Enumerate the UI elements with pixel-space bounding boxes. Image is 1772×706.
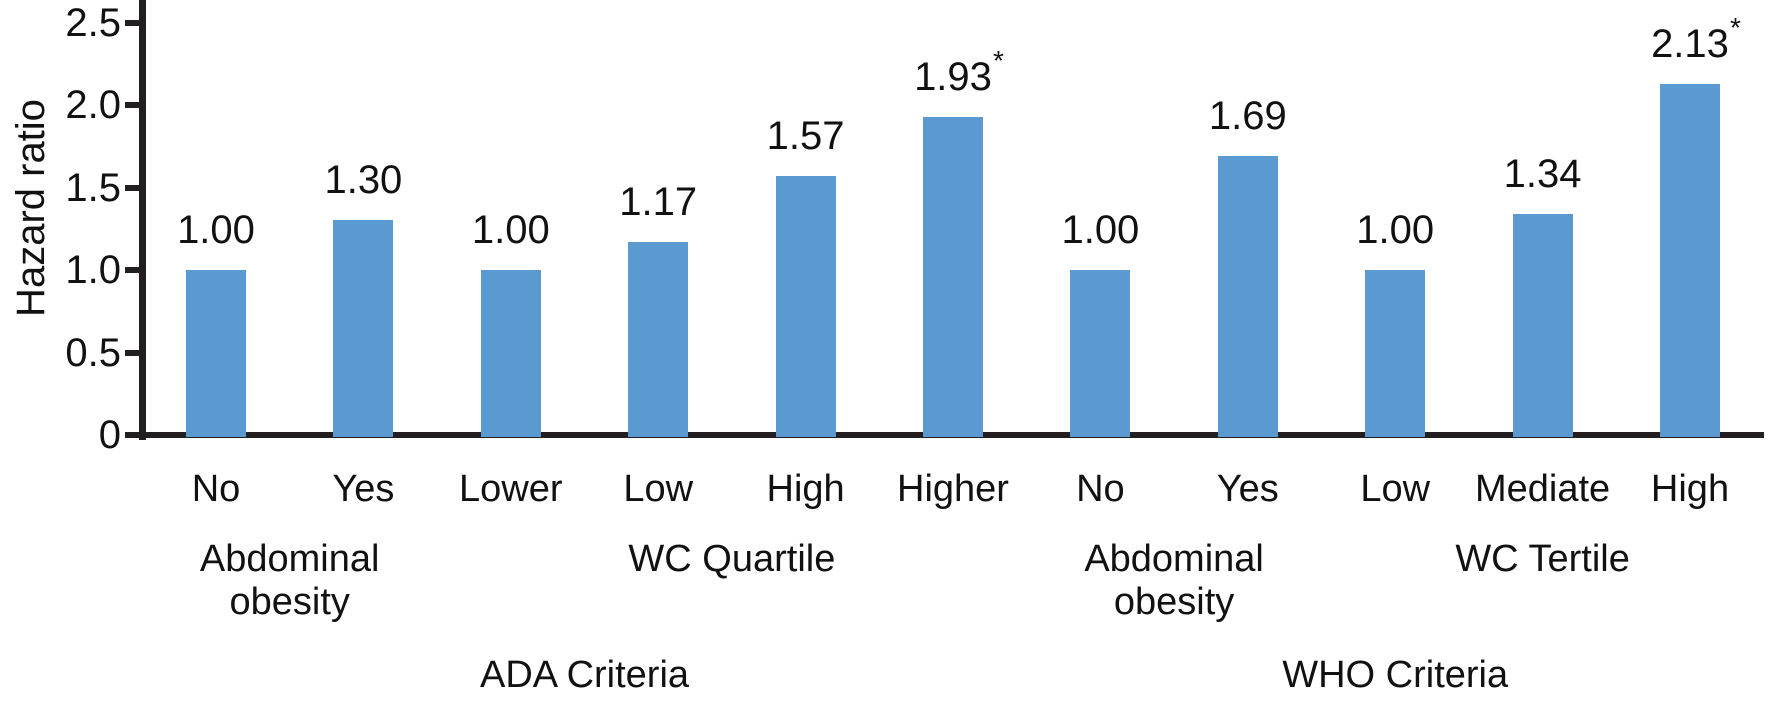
bar <box>628 242 689 437</box>
y-tick-mark <box>125 19 139 26</box>
bar-value-text: 1.57 <box>766 114 845 158</box>
bar <box>1217 156 1278 437</box>
bar-value-text: 2.13 <box>1651 22 1729 66</box>
bar <box>775 176 836 437</box>
bar-value-text: 1.69 <box>1208 94 1287 138</box>
bar-value-label: 2.13 * <box>1590 14 1772 67</box>
bar-value-text: 1.00 <box>1061 208 1140 252</box>
y-tick-label: 0.5 <box>65 330 121 375</box>
x-group-label: obesity <box>1113 581 1235 623</box>
x-category-label: Yes <box>332 468 395 510</box>
bar <box>1512 214 1573 437</box>
x-group-label: WC Tertile <box>1455 538 1630 580</box>
x-category-label: No <box>191 468 241 510</box>
bar <box>186 270 246 437</box>
x-category-label: High <box>766 468 845 510</box>
bar-value-label: 1.69 <box>1148 94 1348 138</box>
y-tick-mark <box>125 267 139 273</box>
bar <box>1365 270 1426 437</box>
x-category-label: Higher <box>897 468 1009 510</box>
bar-value-label: 1.00 <box>411 208 611 252</box>
significance-asterisk: * <box>1730 12 1741 43</box>
bar <box>1070 270 1131 437</box>
y-tick-mark <box>125 432 139 438</box>
bar-value-text: 1.00 <box>471 208 550 252</box>
bar-value-text: 1.00 <box>177 208 255 252</box>
bar-value-text: 1.34 <box>1503 152 1582 196</box>
bar-value-text: 1.30 <box>324 158 403 202</box>
bar-value-text: 1.17 <box>619 180 698 224</box>
bar-value-label: 1.00 <box>1000 208 1200 252</box>
bar <box>333 220 394 437</box>
x-criteria-label: ADA Criteria <box>479 654 690 696</box>
x-category-label: No <box>1076 468 1125 510</box>
x-category-label: Low <box>1360 468 1431 510</box>
x-category-label: Lower <box>459 468 563 510</box>
y-tick-label: 2.5 <box>65 0 121 45</box>
bar-value-label: 1.30 <box>263 158 463 202</box>
bar-value-text: 1.00 <box>1356 208 1435 252</box>
bar-value-label: 1.00 <box>1295 208 1495 252</box>
y-tick-label: 1.5 <box>65 165 121 210</box>
bar <box>923 117 983 437</box>
bar-value-label: 1.17 <box>558 180 758 224</box>
x-category-label: Low <box>623 468 694 510</box>
y-tick-mark <box>125 349 139 356</box>
x-group-label: Abdominal <box>199 538 380 580</box>
y-tick-label: 2.0 <box>65 83 121 127</box>
bar <box>1660 84 1720 437</box>
bar-value-label: 1.93 * <box>853 47 1053 100</box>
bar-value-label: 1.57 <box>706 114 906 158</box>
significance-asterisk: * <box>993 45 1004 76</box>
y-tick-label: 0 <box>98 413 121 457</box>
x-group-label: obesity <box>229 581 350 623</box>
y-axis-line <box>139 0 146 440</box>
y-tick-label: 1.0 <box>65 248 121 292</box>
bar-value-label: 1.00 <box>116 208 316 252</box>
y-tick-mark <box>125 102 139 108</box>
x-category-label: Yes <box>1216 468 1279 510</box>
y-tick-mark <box>125 184 139 191</box>
bar-value-text: 1.93 <box>914 55 992 99</box>
bar-value-label: 1.34 <box>1443 152 1643 196</box>
x-group-label: WC Quartile <box>628 538 836 580</box>
x-group-label: Abdominal <box>1084 538 1264 580</box>
bar <box>480 270 541 437</box>
x-criteria-label: WHO Criteria <box>1282 654 1509 696</box>
x-category-label: High <box>1650 468 1730 510</box>
x-category-label: Mediate <box>1474 468 1611 510</box>
